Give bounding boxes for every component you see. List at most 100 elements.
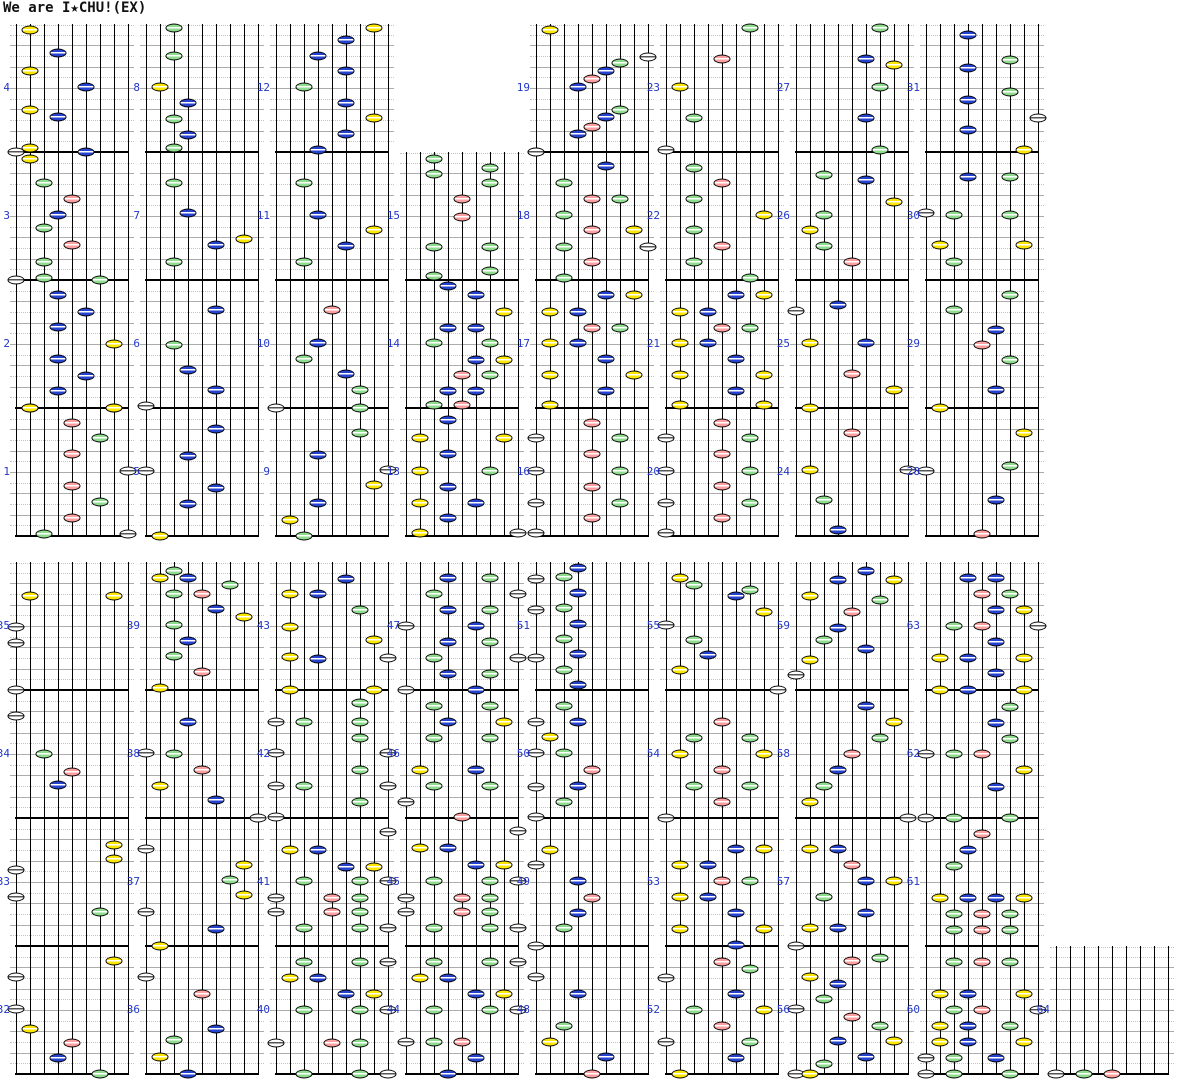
note-green-lane7 bbox=[91, 433, 109, 443]
note-green-lane7 bbox=[351, 1038, 369, 1048]
note-yellow-lane2 bbox=[801, 338, 819, 348]
lane-line-3 bbox=[304, 152, 305, 280]
lane-line-3 bbox=[434, 562, 435, 690]
note-blue-lane4 bbox=[569, 680, 587, 690]
measure-boundary-line bbox=[15, 689, 129, 691]
note-red-lane5 bbox=[843, 749, 861, 759]
lane-line-2 bbox=[290, 818, 291, 946]
lane-line-5 bbox=[332, 946, 333, 1074]
note-yellow-lane2 bbox=[931, 989, 949, 999]
lane-line-9 bbox=[518, 562, 519, 690]
measure-boundary-line bbox=[405, 945, 519, 947]
lane-line-3 bbox=[564, 562, 565, 690]
note-yellow-lane2 bbox=[151, 1052, 169, 1062]
measure-boundary-line bbox=[275, 407, 389, 409]
measure-block-48 bbox=[527, 946, 654, 1079]
note-white-lane1 bbox=[7, 865, 25, 875]
lane-line-8 bbox=[764, 280, 765, 408]
note-white-lane1 bbox=[527, 972, 545, 982]
lane-line-7 bbox=[490, 562, 491, 690]
note-green-lane7 bbox=[1001, 589, 1019, 599]
note-blue-lane6 bbox=[597, 386, 615, 396]
note-red-lane5 bbox=[973, 1005, 991, 1015]
lane-line-9 bbox=[128, 24, 129, 152]
lane-line-6 bbox=[86, 152, 87, 280]
lane-line-5 bbox=[852, 818, 853, 946]
note-green-lane3 bbox=[295, 178, 313, 188]
note-green-lane7 bbox=[351, 733, 369, 743]
lane-line-9 bbox=[648, 690, 649, 818]
lane-line-9 bbox=[128, 690, 129, 818]
note-red-lane5 bbox=[843, 607, 861, 617]
lane-line-3 bbox=[824, 280, 825, 408]
note-yellow-lane8 bbox=[495, 433, 513, 443]
note-yellow-lane2 bbox=[411, 498, 429, 508]
lane-line-3 bbox=[174, 24, 175, 152]
lane-line-9 bbox=[778, 280, 779, 408]
note-yellow-lane2 bbox=[671, 370, 689, 380]
measure-block-61 bbox=[920, 818, 1044, 947]
note-white-lane1 bbox=[787, 670, 805, 680]
note-white-lane9 bbox=[769, 685, 787, 695]
measure-number-label: 45 bbox=[386, 875, 400, 888]
note-yellow-lane8 bbox=[105, 956, 123, 966]
measure-block-55 bbox=[657, 562, 787, 695]
measure-block-7 bbox=[140, 152, 264, 281]
measure-boundary-line bbox=[665, 945, 779, 947]
measure-number-label: 17 bbox=[516, 337, 530, 350]
measure-boundary-line bbox=[665, 817, 779, 819]
note-white-lane1 bbox=[7, 622, 25, 632]
measure-boundary-line bbox=[535, 151, 649, 153]
note-yellow-lane2 bbox=[801, 797, 819, 807]
note-red-lane5 bbox=[583, 323, 601, 333]
note-yellow-lane2 bbox=[671, 860, 689, 870]
lane-line-2 bbox=[160, 818, 161, 946]
lane-line-1 bbox=[406, 818, 407, 946]
note-red-lane5 bbox=[713, 765, 731, 775]
note-blue-lane4 bbox=[439, 973, 457, 983]
note-green-lane3 bbox=[945, 1005, 963, 1015]
measure-number-label: 52 bbox=[646, 1003, 660, 1016]
measure-block-39 bbox=[140, 562, 264, 693]
note-green-lane7 bbox=[91, 275, 109, 285]
lane-line-4 bbox=[58, 690, 59, 818]
note-yellow-lane8 bbox=[1015, 428, 1033, 438]
lane-line-2 bbox=[420, 280, 421, 408]
note-yellow-lane8 bbox=[755, 290, 773, 300]
note-yellow-lane2 bbox=[541, 307, 559, 317]
note-yellow-lane2 bbox=[671, 1069, 689, 1079]
note-green-lane3 bbox=[295, 257, 313, 267]
lane-line-6 bbox=[476, 690, 477, 818]
note-green-lane3 bbox=[165, 566, 183, 576]
note-white-lane1 bbox=[527, 147, 545, 157]
measure-boundary-line bbox=[275, 945, 389, 947]
measure-number-label: 16 bbox=[516, 465, 530, 478]
note-green-lane7 bbox=[481, 876, 499, 886]
note-yellow-lane2 bbox=[671, 749, 689, 759]
note-blue-lane4 bbox=[309, 845, 327, 855]
note-yellow-lane8 bbox=[105, 591, 123, 601]
lane-line-2 bbox=[160, 690, 161, 818]
lane-line-2 bbox=[30, 24, 31, 152]
lane-line-7 bbox=[750, 24, 751, 152]
lane-line-2 bbox=[810, 152, 811, 280]
lane-line-7 bbox=[1010, 818, 1011, 946]
lane-line-7 bbox=[100, 280, 101, 408]
lane-line-4 bbox=[708, 690, 709, 818]
note-red-lane5 bbox=[713, 178, 731, 188]
lane-line-3 bbox=[434, 690, 435, 818]
note-green-lane7 bbox=[611, 498, 629, 508]
lane-line-1 bbox=[146, 24, 147, 152]
measure-boundary-line bbox=[795, 945, 909, 947]
note-blue-lane4 bbox=[829, 979, 847, 989]
note-white-lane9 bbox=[379, 827, 397, 837]
lane-line-1 bbox=[536, 24, 537, 152]
note-green-lane7 bbox=[741, 273, 759, 283]
lane-line-7 bbox=[360, 24, 361, 152]
note-green-lane7 bbox=[351, 876, 369, 886]
lane-line-2 bbox=[160, 946, 161, 1074]
note-red-lane5 bbox=[713, 54, 731, 64]
lane-line-9 bbox=[778, 818, 779, 946]
measure-block-38 bbox=[137, 690, 267, 823]
note-green-lane7 bbox=[1001, 87, 1019, 97]
